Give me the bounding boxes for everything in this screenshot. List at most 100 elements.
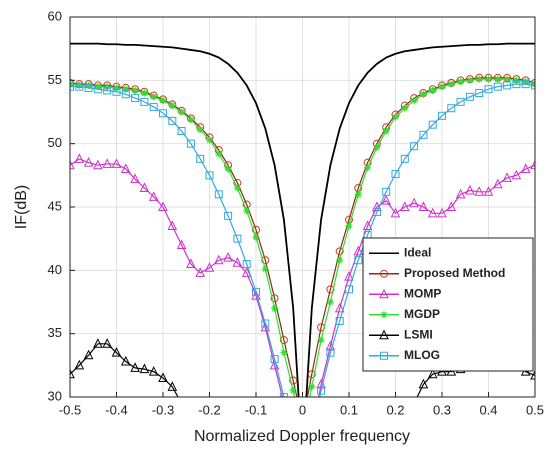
marker [241, 267, 252, 277]
marker [465, 184, 475, 195]
marker [168, 116, 177, 125]
marker [120, 163, 131, 173]
marker [167, 220, 178, 230]
marker [427, 368, 438, 379]
legend-label: MGDP [404, 307, 440, 321]
marker [93, 338, 103, 348]
marker [326, 348, 335, 357]
marker [382, 127, 390, 135]
marker [74, 153, 85, 163]
marker [168, 102, 176, 110]
marker [120, 355, 131, 366]
marker [215, 150, 223, 158]
series-line [70, 78, 535, 397]
marker [326, 285, 335, 294]
marker [373, 143, 381, 151]
marker [446, 201, 457, 211]
marker [447, 104, 456, 113]
marker [390, 207, 401, 218]
marker [233, 234, 242, 243]
marker [502, 172, 512, 182]
marker [178, 108, 186, 116]
marker [252, 225, 260, 234]
marker [85, 81, 93, 89]
y-tick-label: 45 [48, 198, 62, 213]
marker [279, 336, 288, 344]
marker [401, 104, 409, 112]
marker [362, 220, 373, 230]
marker [279, 393, 288, 397]
marker [261, 256, 270, 265]
marker [438, 83, 446, 91]
marker [261, 319, 270, 328]
y-tick-label: 40 [48, 262, 62, 277]
x-tick-label: 0 [299, 402, 306, 417]
marker [345, 222, 353, 230]
marker [418, 201, 429, 211]
marker [391, 170, 400, 179]
marker [111, 158, 122, 168]
marker [418, 378, 429, 389]
marker [336, 256, 344, 264]
y-tick-label: 50 [48, 135, 62, 150]
marker [139, 363, 150, 374]
marker [307, 370, 316, 379]
marker [158, 201, 168, 211]
marker [139, 182, 150, 192]
legend-label: MLOG [404, 348, 440, 362]
marker [196, 154, 205, 163]
marker [177, 127, 186, 135]
marker [74, 359, 85, 370]
marker [410, 399, 418, 407]
series-line [70, 42, 535, 397]
marker [484, 85, 493, 94]
marker [83, 157, 94, 167]
marker [520, 163, 531, 173]
marker [335, 317, 344, 325]
marker [400, 154, 409, 163]
marker [492, 178, 503, 189]
marker [364, 164, 372, 172]
marker [429, 86, 437, 94]
marker [252, 233, 260, 241]
marker [70, 159, 75, 170]
marker [75, 82, 84, 91]
marker [232, 257, 243, 267]
marker [409, 197, 419, 208]
marker [70, 82, 74, 91]
marker [167, 381, 178, 391]
marker [178, 399, 186, 407]
marker [475, 75, 483, 83]
marker [380, 351, 388, 360]
marker [380, 269, 388, 278]
marker [131, 86, 139, 94]
marker [149, 102, 158, 111]
marker [503, 81, 512, 90]
marker [93, 85, 102, 94]
marker [438, 111, 446, 120]
marker [379, 329, 389, 340]
marker [131, 94, 140, 103]
marker [186, 258, 196, 268]
marker [399, 201, 410, 211]
marker [140, 97, 149, 106]
marker [94, 83, 102, 91]
marker [242, 260, 251, 268]
marker [381, 195, 392, 205]
marker [205, 171, 214, 180]
marker [186, 139, 195, 148]
marker [531, 81, 535, 90]
legend: Ideal Proposed Method MOMP MGDP LSMI MLOG [362, 237, 534, 372]
y-tick-label: 30 [48, 388, 62, 403]
marker [354, 256, 363, 265]
marker [456, 97, 465, 106]
x-tick-label: -0.1 [245, 402, 267, 417]
marker [271, 304, 279, 312]
legend-label: Ideal [404, 245, 431, 259]
x-tick-label: 0.3 [433, 402, 451, 417]
legend-label: MOMP [404, 286, 441, 300]
marker [261, 265, 269, 273]
ticks: -0.5 -0.4 -0.3 -0.2 -0.1 0 0.1 0.2 0.3 0.4 0.5 30 35… [48, 8, 545, 417]
marker [196, 126, 204, 134]
marker [326, 298, 334, 306]
